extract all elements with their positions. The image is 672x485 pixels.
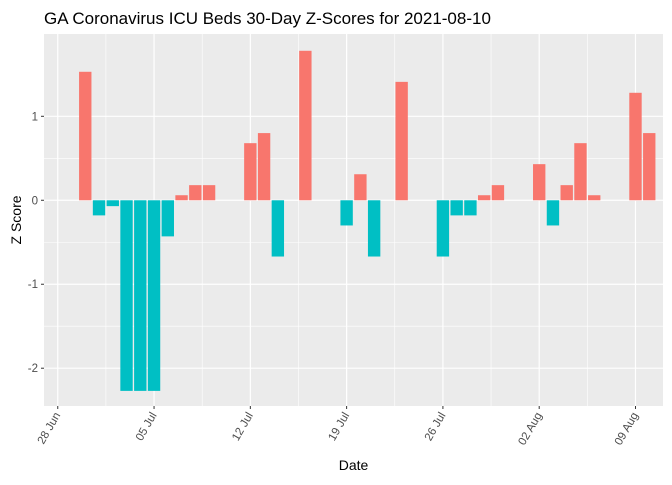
- y-tick-label: 1: [32, 111, 38, 123]
- bar: [134, 200, 147, 391]
- bar: [299, 50, 312, 201]
- x-tick-label: 05 Jul: [134, 411, 160, 444]
- bar: [560, 185, 573, 201]
- bar: [588, 195, 601, 201]
- bar: [175, 195, 188, 201]
- x-tick-label: 09 Aug: [613, 411, 641, 448]
- x-axis: 28 Jun 05 Jul 12 Jul 19 Jul 26 Jul 02 Aug 09 A…: [36, 406, 641, 448]
- bar: [574, 143, 587, 201]
- y-axis-title: Z Score: [8, 195, 24, 244]
- bar: [79, 71, 92, 201]
- bar: [92, 200, 106, 216]
- y-tick-label: 0: [32, 195, 38, 207]
- x-tick-label: 12 Jul: [230, 411, 256, 444]
- y-tick-label: -1: [28, 279, 38, 291]
- chart-title: GA Coronavirus ICU Beds 30-Day Z-Scores …: [44, 9, 491, 28]
- bar: [629, 92, 642, 201]
- x-tick-label: 02 Aug: [516, 411, 544, 448]
- bar: [367, 200, 381, 257]
- x-tick-label: 26 Jul: [423, 411, 449, 444]
- bar: [340, 200, 353, 226]
- bar: [491, 185, 505, 201]
- x-axis-title: Date: [339, 457, 369, 473]
- bar: [436, 200, 450, 257]
- bar: [477, 195, 491, 201]
- y-axis: -2 -1 0 1: [28, 111, 44, 375]
- plot-panel: [44, 34, 663, 406]
- x-tick-label: 19 Jul: [326, 411, 352, 444]
- bar: [643, 133, 656, 201]
- bar: [464, 200, 477, 216]
- bar: [257, 133, 271, 201]
- bar: [189, 185, 202, 201]
- bar: [161, 200, 174, 237]
- bar: [354, 174, 367, 201]
- bar: [120, 200, 133, 391]
- bar: [450, 200, 463, 216]
- bar: [244, 143, 257, 201]
- bar: [106, 200, 119, 207]
- x-tick-label: 28 Jun: [36, 411, 64, 447]
- bar: [395, 81, 408, 201]
- bar: [533, 164, 546, 201]
- y-tick-label: -2: [28, 363, 38, 375]
- bar: [271, 200, 285, 257]
- bar: [202, 185, 216, 201]
- bars-layer: [79, 50, 656, 391]
- bar: [546, 200, 560, 226]
- bar: [147, 200, 161, 391]
